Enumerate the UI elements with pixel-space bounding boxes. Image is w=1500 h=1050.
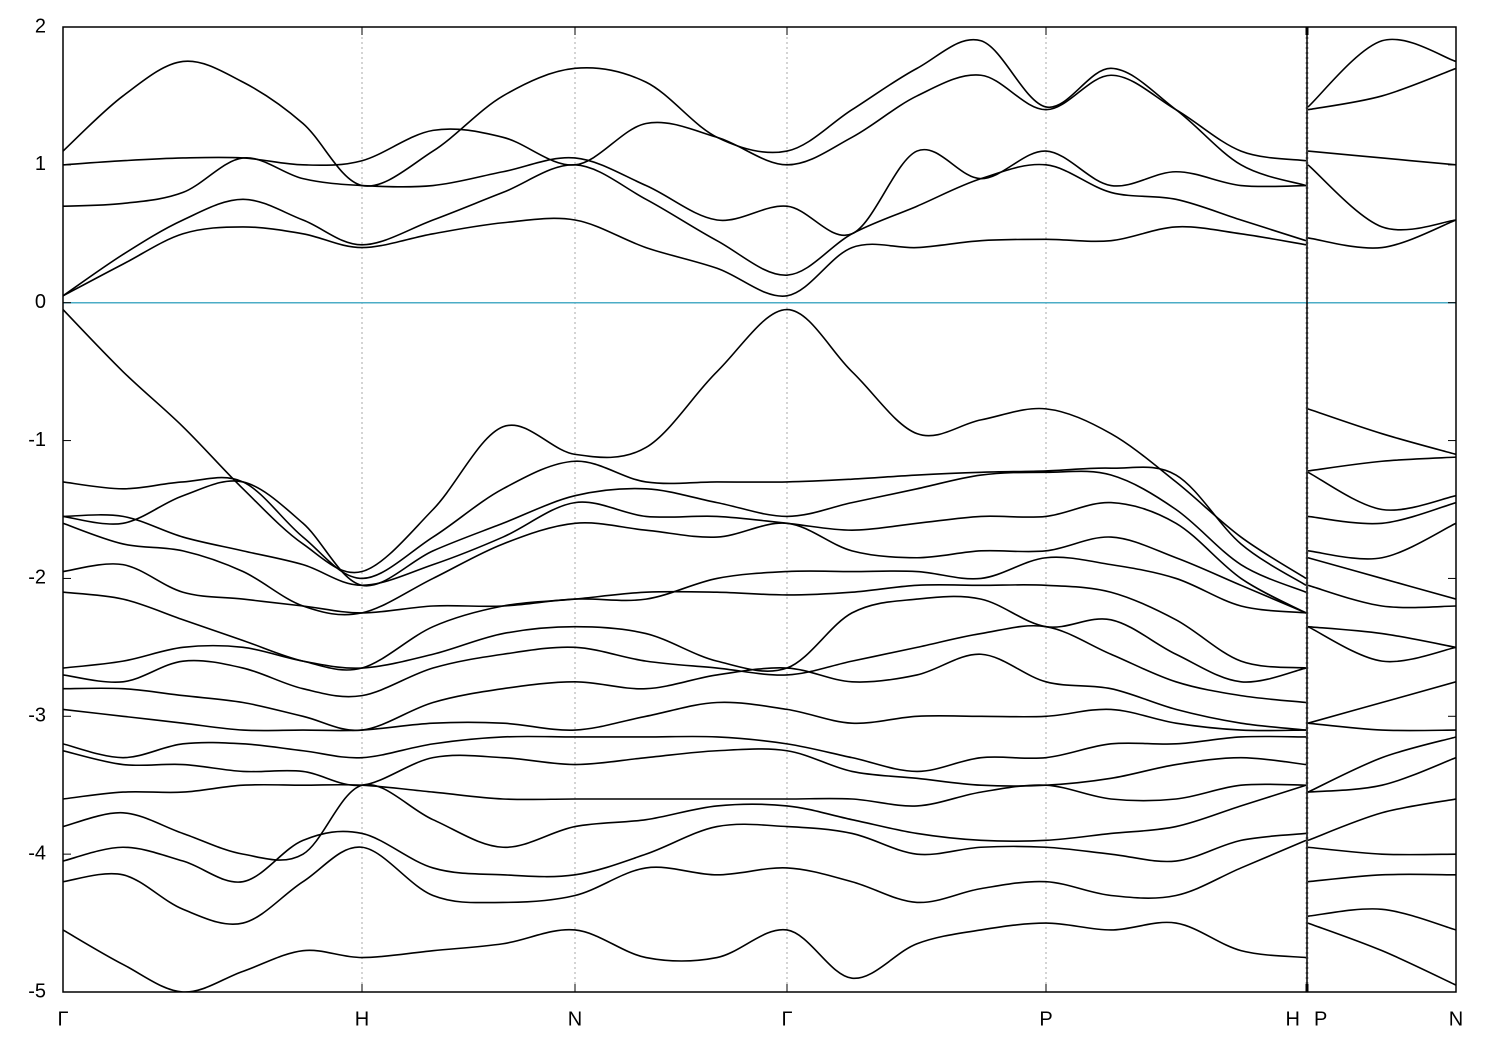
x-tick-label: N bbox=[568, 1008, 582, 1030]
band-line bbox=[63, 38, 1456, 187]
y-tick-label: -3 bbox=[28, 705, 46, 727]
band-line bbox=[63, 217, 1456, 297]
band-line bbox=[63, 701, 1456, 732]
x-tick-label: H bbox=[1286, 1008, 1300, 1030]
band-line bbox=[63, 501, 1456, 614]
y-tick-label: 2 bbox=[35, 15, 46, 37]
band-line bbox=[63, 823, 1456, 883]
band-line bbox=[63, 783, 1456, 861]
band-line bbox=[63, 556, 1456, 614]
band-line bbox=[63, 148, 1456, 237]
band-line bbox=[63, 783, 1456, 842]
x-tick-label: Γ bbox=[57, 1008, 68, 1030]
band-line bbox=[63, 653, 1456, 732]
band-line bbox=[63, 624, 1456, 704]
band-line bbox=[63, 735, 1456, 793]
x-tick-label: P bbox=[1314, 1008, 1327, 1030]
band-line bbox=[63, 748, 1456, 793]
bands bbox=[63, 38, 1456, 992]
y-tick-label: 0 bbox=[35, 291, 46, 313]
x-tick-label: N bbox=[1449, 1008, 1463, 1030]
y-tick-label: -4 bbox=[28, 842, 46, 864]
band-line bbox=[63, 163, 1456, 297]
y-tick-label: 1 bbox=[35, 153, 46, 175]
y-tick-label: -1 bbox=[28, 429, 46, 451]
x-tick-label: Γ bbox=[781, 1008, 792, 1030]
band-line bbox=[63, 595, 1456, 683]
x-tick-label: P bbox=[1039, 1008, 1052, 1030]
y-tick-label: -2 bbox=[28, 567, 46, 589]
band-line bbox=[63, 839, 1456, 931]
band-line bbox=[63, 456, 1456, 586]
plot-frame bbox=[62, 26, 1457, 993]
band-line bbox=[63, 308, 1456, 580]
band-line bbox=[63, 67, 1456, 167]
band-line bbox=[63, 921, 1456, 992]
band-line bbox=[63, 470, 1456, 593]
band-line bbox=[63, 584, 1456, 671]
band-line bbox=[63, 522, 1456, 616]
grid bbox=[62, 27, 1457, 992]
x-tick-label: H bbox=[355, 1008, 369, 1030]
y-tick-label: -5 bbox=[28, 980, 46, 1002]
